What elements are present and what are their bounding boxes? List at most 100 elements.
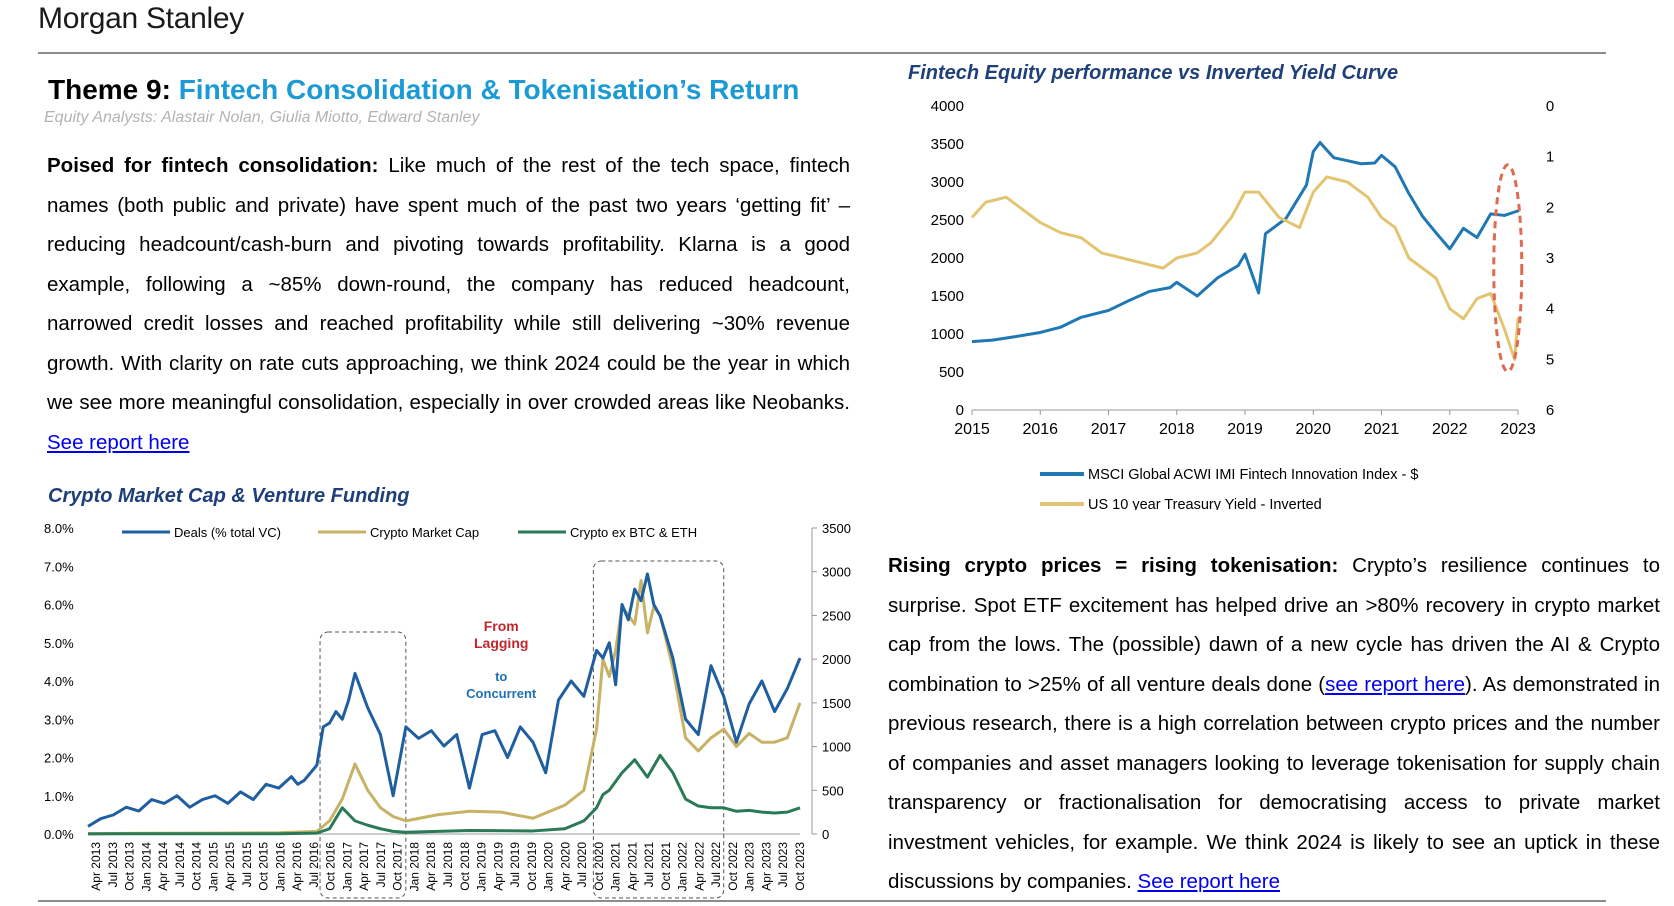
x-tick-label: Jul 2013 [106,842,120,888]
x-tick-label: Oct 2019 [525,842,539,891]
x-tick-label: Jul 2020 [575,842,589,888]
analysts-line: Equity Analysts: Alastair Nolan, Giulia … [44,109,480,126]
x-tick-label: 2022 [1432,421,1468,438]
fintech-yield-chart: 2 0 1 5 2016 2017 2018 2019 2020 2021 2022 2023 4000… [931,98,1555,510]
y-right-tick-label: 3000 [822,565,851,580]
crypto-paragraph: Rising crypto prices = rising tokenisati… [888,546,1660,902]
annotation-to: to [495,669,507,684]
x-tick-label: Jan 2023 [743,842,757,892]
y-left-tick-label: 2.0% [44,751,74,766]
x-tick-label: 2019 [1227,421,1263,438]
y-right-tick-label: 3 [1546,250,1554,267]
legend-label: US 10 year Treasury Yield - Inverted [1088,497,1322,510]
x-tick-label: Jan 2016 [273,842,287,892]
y-left-tick-label: 0 [956,402,964,419]
y-left-tick-label: 1000 [931,326,964,343]
x-tick-label: Apr 2019 [491,842,505,891]
x-tick-label: Apr 2017 [357,842,371,891]
fintech-chart-title: Fintech Equity performance vs Inverted Y… [908,62,1399,84]
deals-line [87,572,802,828]
y-left-tick-label: 3.0% [44,712,74,727]
x-tick-label: Jan 2020 [542,842,556,892]
market-cap-line [87,578,802,836]
x-tick-label: Apr 2022 [692,842,706,891]
x-tick-label: Jul 2019 [508,842,522,888]
x-tick-label: Oct 2017 [391,842,405,891]
x-tick-label: 2021 [1364,421,1400,438]
annotation-concurrent: Concurrent [466,686,537,701]
y-right-tick-label: 5 [1546,351,1554,368]
x-tick-label: Apr 2021 [625,842,639,891]
x-tick-label: Jul 2017 [374,842,388,888]
y-right-tick-label: 4 [1546,301,1554,318]
y-right-tick-label: 6 [1546,402,1554,419]
y-left-tick-label: 4000 [931,98,964,115]
x-tick-label: Jan 2019 [475,842,489,892]
x-tick-label: Jul 2018 [441,842,455,888]
para2-report-link-1[interactable]: see report here [1325,672,1465,696]
y-left-tick-label: 7.0% [44,559,74,574]
x-tick-label: Oct 2023 [793,842,807,891]
x-tick-label: Jul 2014 [173,842,187,888]
theme-prefix: Theme 9: [48,74,179,105]
treasury-yield-line [970,175,1520,361]
x-tick-label: Jan 2021 [609,842,623,892]
y-right-tick-label: 2 [1546,199,1554,216]
x-tick-label: Jan 2014 [139,842,153,892]
x-tick-label: Oct 2018 [458,842,472,891]
x-tick-label: Jul 2016 [307,842,321,888]
crypto-chart-title: Crypto Market Cap & Venture Funding [48,485,410,507]
footer-divider [38,900,1606,902]
y-left-tick-label: 2000 [931,250,964,267]
x-tick-label: Oct 2022 [726,842,740,891]
x-tick-label: Oct 2014 [190,842,204,891]
x-tick-label: 2017 [1091,421,1127,438]
x-tick-label: Apr 2016 [290,842,304,891]
x-tick-label: Apr 2014 [156,842,170,891]
highlight-box-2018 [319,631,407,899]
para2-body-1: Crypto’s resilience continues to surpris… [888,554,1660,696]
crypto-venture-chart: 8.0% 7.0% 6.0% 5.0% 4.0% 3.0% 2.0% 1.0% 0.0% 3500… [44,521,851,899]
x-tick-label: Jul 2021 [642,842,656,888]
y-left-tick-label: 6.0% [44,598,74,613]
y-right-tick-label: 3500 [822,521,851,536]
x-tick-label: Jul 2023 [776,842,790,888]
para2-lead: Rising crypto prices = rising tokenisati… [888,554,1339,577]
legend-label: Crypto Market Cap [370,525,479,540]
x-tick-label: 2018 [1159,421,1195,438]
y-left-tick-label: 1500 [931,288,964,305]
x-tick-label: 2020 [1295,421,1331,438]
x-tick-label: Oct 2016 [324,842,338,891]
x-tick-label: Jan 2018 [407,842,421,892]
para1-report-link[interactable]: See report here [47,430,190,454]
para2-report-link-2[interactable]: See report here [1137,870,1280,893]
y-left-tick-label: 1.0% [44,789,74,804]
y-right-tick-label: 1500 [822,696,851,711]
para1-body: Like much of the rest of the tech space,… [47,154,850,414]
para2-body-2: ). As demonstrated in previous research,… [888,672,1661,894]
x-tick-label: Apr 2020 [558,842,572,891]
y-left-tick-label: 0.0% [44,827,74,842]
x-tick-label: Jan 2017 [340,842,354,892]
annotation-from: From [484,618,519,634]
y-right-tick-label: 2000 [822,652,851,667]
x-tick-label: Apr 2013 [89,842,103,891]
x-tick-label: Oct 2013 [123,842,137,891]
y-left-tick-label: 3500 [931,136,964,153]
x-tick-label: Oct 2020 [592,842,606,891]
x-tick-label: Oct 2015 [257,842,271,891]
legend-label: Crypto ex BTC & ETH [570,525,697,540]
y-left-tick-label: 3000 [931,174,964,191]
y-left-tick-label: 4.0% [44,674,74,689]
x-tick-label: Jan 2022 [676,842,690,892]
annotation-lagging: Lagging [474,635,528,651]
y-right-tick-label: 1 [1546,149,1554,166]
y-right-tick-label: 0 [1546,98,1554,115]
x-tick-label: 2023 [1500,421,1536,438]
x-tick-label: Oct 2021 [659,842,673,891]
legend-label: MSCI Global ACWI IMI Fintech Innovation … [1088,467,1418,483]
x-tick-label: Jul 2015 [240,842,254,888]
x-tick-label: 2016 [1022,421,1058,438]
crypto-ex-btc-eth-line [87,753,801,836]
x-tick-label: Apr 2015 [223,842,237,891]
